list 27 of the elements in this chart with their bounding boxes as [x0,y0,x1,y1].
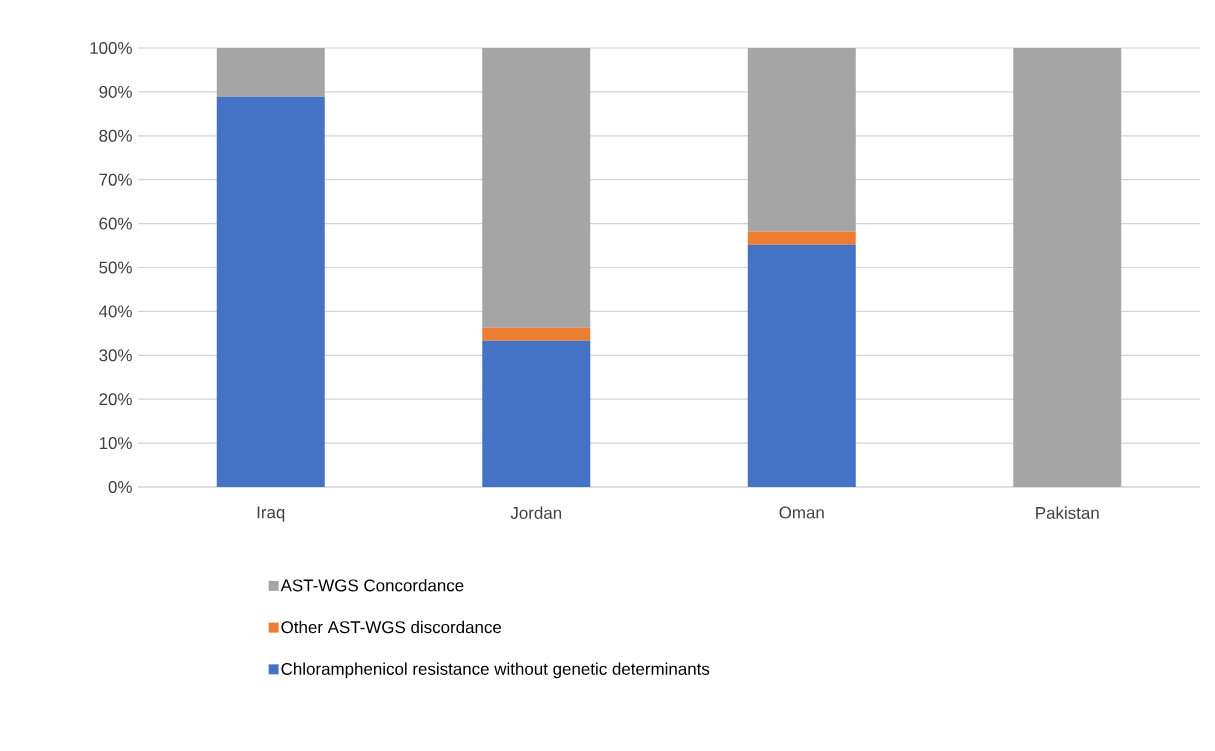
bar [482,47,591,328]
legend-label: Other AST-WGS discordance [281,620,502,634]
legend-label: Chloramphenicol resistance without genetic determinants [281,662,710,679]
x-tick-label: Pakistan [1036,506,1099,519]
bar [1013,47,1122,487]
y-tick-label: 50% [99,261,132,274]
y-tick-label: 10% [99,437,132,450]
y-tick-label: 60% [99,217,132,230]
bar [482,340,591,487]
x-tick-label: Jordan [510,506,562,519]
y-tick-label: 90% [99,85,132,98]
x-tick-label: Iraq [257,506,285,522]
y-tick-label: 80% [99,129,132,142]
y-tick-label: 70% [99,173,132,186]
bar [216,96,325,487]
bar [747,231,856,245]
legend-label: AST-WGS Concordance [280,578,464,592]
bar [747,244,856,487]
y-tick-label: 30% [99,349,132,362]
x-tick-label: Oman [779,506,824,519]
bar [747,47,856,232]
y-tick-label: 40% [98,305,132,318]
y-tick-label: 0% [108,480,132,493]
bar [482,327,591,341]
y-tick-label: 20% [99,393,132,406]
y-tick-label: 100% [90,41,132,54]
bar [216,47,325,97]
